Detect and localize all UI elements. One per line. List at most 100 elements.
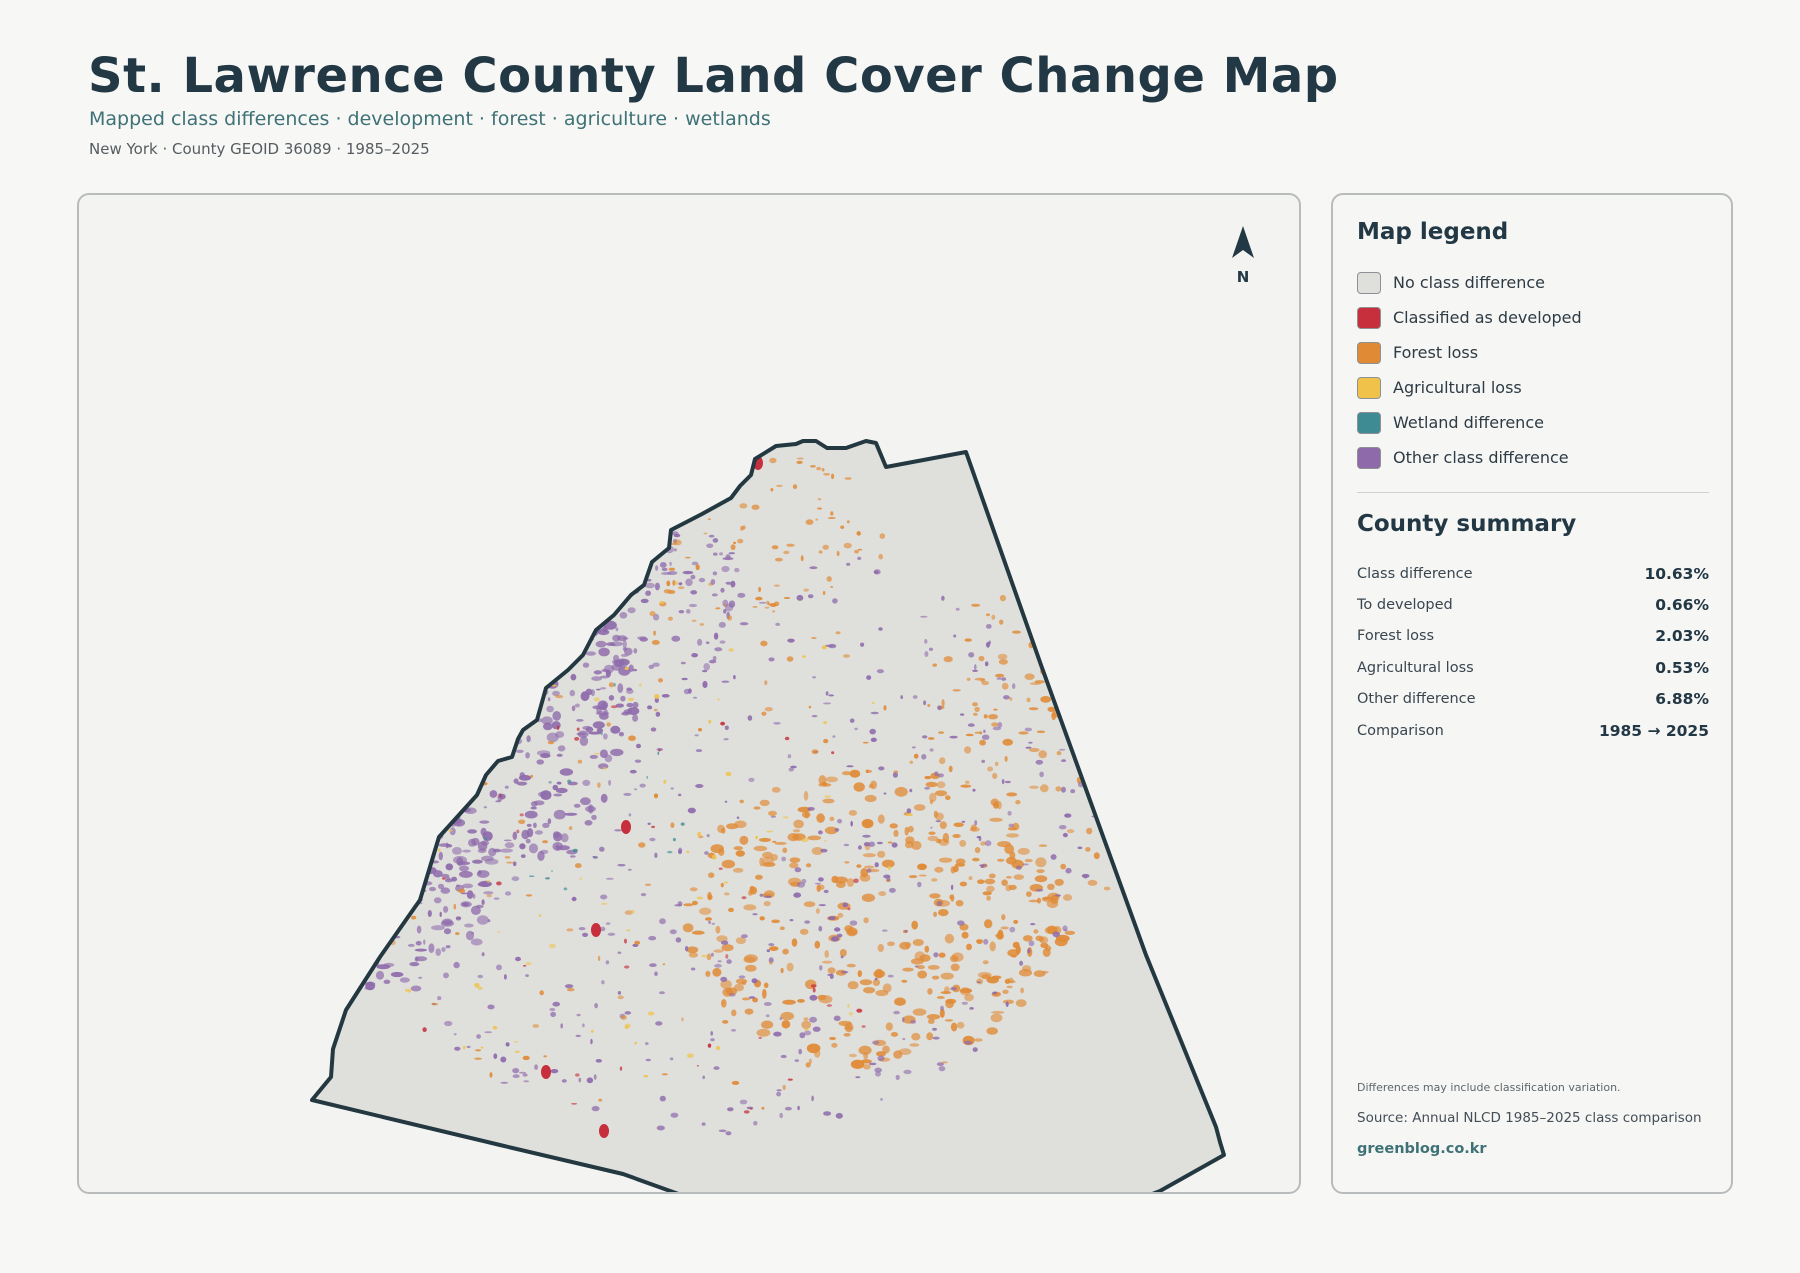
change-patch	[1070, 789, 1076, 794]
divider	[1357, 492, 1709, 493]
change-patch	[1033, 929, 1039, 934]
change-patch	[847, 907, 851, 911]
county-map[interactable]	[79, 195, 1301, 1194]
change-patch	[1026, 891, 1032, 897]
change-patch	[723, 738, 729, 741]
change-patch	[371, 584, 384, 595]
change-patch	[478, 870, 482, 875]
change-patch	[365, 872, 371, 876]
change-patch	[1007, 949, 1020, 957]
change-patch	[659, 1095, 666, 1102]
change-patch	[610, 725, 621, 734]
change-patch	[796, 460, 803, 464]
change-patch	[585, 651, 596, 656]
change-patch	[1003, 695, 1010, 700]
change-patch	[493, 618, 498, 622]
change-patch	[554, 517, 562, 520]
summary-row: Class difference 10.63%	[1357, 558, 1709, 589]
change-patch	[917, 970, 928, 979]
change-patch	[789, 919, 794, 922]
change-patch	[1065, 867, 1072, 874]
north-arrow-icon	[1232, 226, 1254, 258]
change-patch	[425, 804, 436, 810]
change-patch	[996, 932, 1004, 940]
change-patch	[465, 930, 475, 941]
change-patch	[690, 967, 696, 971]
change-patch	[811, 749, 819, 755]
change-patch	[972, 857, 980, 862]
change-patch	[688, 603, 698, 608]
change-patch	[624, 1011, 632, 1015]
change-patch	[804, 1030, 812, 1036]
change-patch	[809, 994, 818, 1001]
change-patch	[618, 666, 631, 676]
change-patch	[522, 538, 528, 548]
change-patch	[936, 900, 943, 907]
change-patch	[814, 882, 822, 885]
summary-value: 10.63%	[1644, 564, 1709, 583]
change-patch	[576, 1013, 581, 1017]
change-patch	[626, 929, 631, 932]
change-patch	[658, 678, 663, 683]
change-patch	[457, 681, 464, 687]
change-patch	[481, 952, 485, 957]
change-patch	[973, 712, 978, 716]
change-patch	[550, 1069, 559, 1074]
change-patch	[610, 748, 624, 757]
change-patch	[649, 518, 655, 522]
change-patch	[443, 972, 449, 979]
change-patch	[699, 623, 705, 626]
change-patch	[626, 688, 634, 694]
change-patch	[529, 669, 537, 673]
change-patch	[835, 631, 841, 635]
change-patch	[528, 843, 539, 854]
change-patch	[889, 823, 898, 829]
change-patch	[983, 938, 989, 945]
change-patch	[411, 789, 425, 797]
change-patch	[976, 981, 982, 983]
change-patch	[312, 933, 321, 940]
site-link[interactable]: greenblog.co.kr	[1357, 1141, 1487, 1157]
change-patch	[369, 873, 382, 877]
change-patch	[791, 938, 798, 947]
map-panel[interactable]: N	[77, 193, 1301, 1194]
change-patch	[814, 940, 821, 949]
change-patch	[965, 733, 974, 737]
change-patch	[374, 896, 387, 905]
change-patch	[395, 675, 403, 680]
change-patch	[657, 751, 660, 755]
change-patch	[800, 555, 804, 562]
change-patch	[846, 520, 850, 524]
change-patch	[584, 820, 593, 826]
change-patch	[372, 655, 377, 661]
change-patch	[1012, 683, 1016, 689]
change-patch	[738, 975, 746, 979]
change-patch	[617, 995, 624, 1000]
change-patch	[521, 591, 531, 597]
change-patch	[301, 953, 311, 960]
change-patch	[440, 887, 451, 894]
change-patch	[741, 981, 747, 986]
change-patch	[472, 698, 479, 702]
change-patch	[441, 918, 453, 926]
change-patch	[504, 891, 512, 896]
change-patch	[515, 749, 524, 753]
change-patch	[481, 899, 485, 906]
change-patch	[974, 820, 978, 826]
change-patch	[959, 987, 971, 996]
change-patch	[382, 833, 391, 839]
change-patch	[576, 732, 587, 736]
legend-swatch	[1357, 446, 1381, 469]
change-patch	[710, 952, 714, 957]
change-patch	[594, 619, 599, 625]
change-patch	[375, 909, 380, 912]
change-patch	[358, 753, 369, 759]
change-patch	[951, 952, 964, 962]
change-patch	[749, 1108, 753, 1110]
change-patch	[1005, 1001, 1009, 1007]
change-patch	[860, 1059, 872, 1064]
change-patch	[520, 625, 532, 633]
change-patch	[349, 878, 359, 883]
change-patch	[741, 457, 747, 461]
change-patch	[721, 944, 734, 952]
